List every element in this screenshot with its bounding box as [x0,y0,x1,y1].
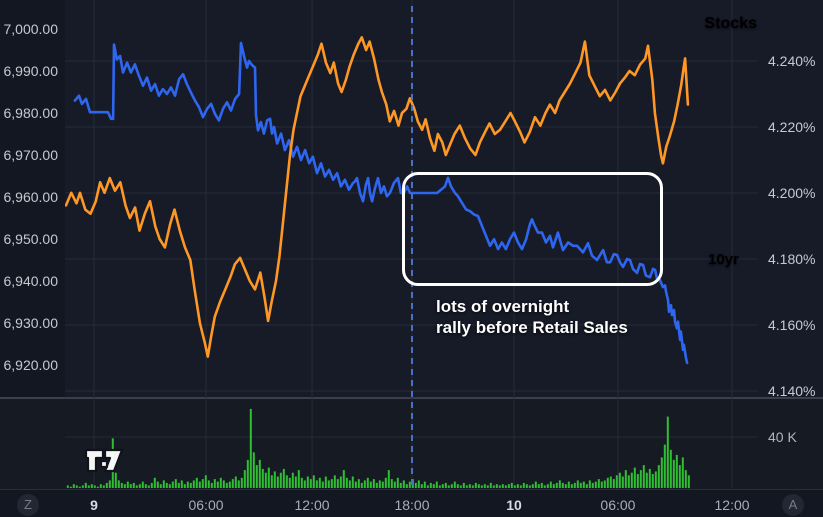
auto-scale-button[interactable]: A [782,494,804,516]
series-line-10yr[interactable] [73,41,689,365]
annotation-line-1: lots of overnight [436,297,570,316]
price-axis-label: 6,970.00 [3,147,59,163]
time-axis-label: 18:00 [394,497,430,513]
volume-axis-label: 40 K [768,429,797,445]
price-axis-label: 6,960.00 [3,189,59,205]
time-axis-label: 06:00 [600,497,636,513]
volume-bars [66,408,690,489]
time-axis-day-label: 10 [506,497,522,513]
annotation-line-2: rally before Retail Sales [436,318,628,337]
time-axis-label: 06:00 [188,497,224,513]
yield-axis-label: 4.200% [768,185,816,201]
time-axis-label: 12:00 [714,497,750,513]
price-axis-label: 6,950.00 [3,231,59,247]
annotation-box[interactable] [402,172,663,286]
price-pane[interactable] [65,0,823,397]
yield-axis-label: 4.140% [768,383,816,399]
price-axis-label: 6,940.00 [3,273,59,289]
plot-area[interactable] [65,0,758,489]
yield-axis-label: 4.180% [768,251,816,267]
price-axis-label: 7,000.00 [3,21,59,37]
price-axis-label: 6,980.00 [3,105,59,121]
annotation-text[interactable]: lots of overnight rally before Retail Sa… [436,296,628,338]
tradingview-logo[interactable] [84,447,124,474]
series-line-stocks[interactable] [65,36,690,358]
time-axis-separator [0,489,823,490]
price-axis-label: 6,920.00 [3,357,59,373]
yield-axis-label: 4.220% [768,119,816,135]
yield-axis-label: 4.240% [768,53,816,69]
yield-axis-label: 4.160% [768,317,816,333]
timezone-button[interactable]: Z [17,494,39,516]
time-axis-label: 12:00 [294,497,330,513]
time-axis-day-label: 9 [90,497,98,513]
stocks-series-label[interactable]: Stocks [704,15,757,32]
price-axis-label: 6,990.00 [3,63,59,79]
price-axis-label: 6,930.00 [3,315,59,331]
tenyr-series-label[interactable]: 10yr [708,251,739,268]
